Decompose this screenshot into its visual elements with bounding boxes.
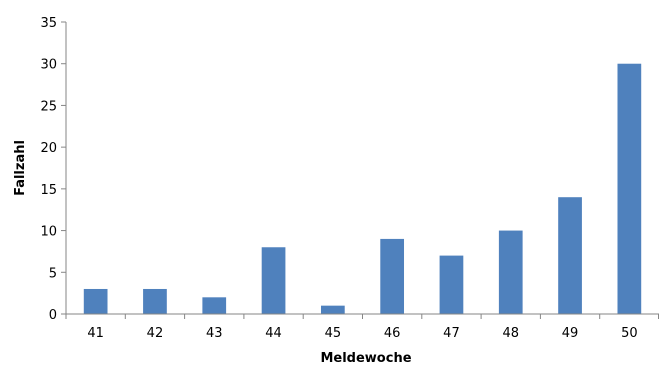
bar-44 bbox=[261, 247, 286, 314]
x-tick-label: 43 bbox=[206, 326, 223, 341]
y-tick-label: 20 bbox=[40, 141, 57, 156]
x-axis-title: Meldewoche bbox=[320, 351, 411, 365]
y-tick-label: 10 bbox=[40, 225, 57, 240]
bar-48 bbox=[498, 230, 523, 314]
x-tick-label: 42 bbox=[147, 326, 164, 341]
x-axis-ticks: 41 42 43 44 45 46 47 48 49 50 bbox=[65, 314, 659, 341]
bar-50 bbox=[617, 63, 642, 314]
y-tick-label: 25 bbox=[40, 99, 57, 114]
y-axis-title: Fallzahl bbox=[13, 140, 28, 196]
bar-47 bbox=[439, 255, 464, 314]
bars bbox=[83, 63, 642, 314]
y-tick-label: 35 bbox=[40, 16, 57, 31]
x-tick-label: 44 bbox=[265, 326, 282, 341]
bar-45 bbox=[320, 305, 345, 314]
y-tick-label: 5 bbox=[49, 266, 57, 281]
y-axis-ticks: 0 5 10 15 20 25 30 35 bbox=[40, 16, 66, 323]
bar-43 bbox=[202, 297, 227, 314]
bar-41 bbox=[83, 288, 108, 314]
x-tick-label: 47 bbox=[443, 326, 460, 341]
x-tick-label: 49 bbox=[562, 326, 579, 341]
y-tick-label: 15 bbox=[40, 183, 57, 198]
bar-49 bbox=[558, 197, 582, 314]
bar-42 bbox=[143, 288, 167, 314]
x-tick-label: 46 bbox=[384, 326, 401, 341]
y-tick-label: 0 bbox=[49, 308, 57, 323]
bar-46 bbox=[380, 238, 405, 314]
y-tick-label: 30 bbox=[40, 58, 57, 73]
x-tick-label: 45 bbox=[325, 326, 342, 341]
x-tick-label: 41 bbox=[87, 326, 104, 341]
x-tick-label: 50 bbox=[621, 326, 638, 341]
x-tick-label: 48 bbox=[502, 326, 519, 341]
